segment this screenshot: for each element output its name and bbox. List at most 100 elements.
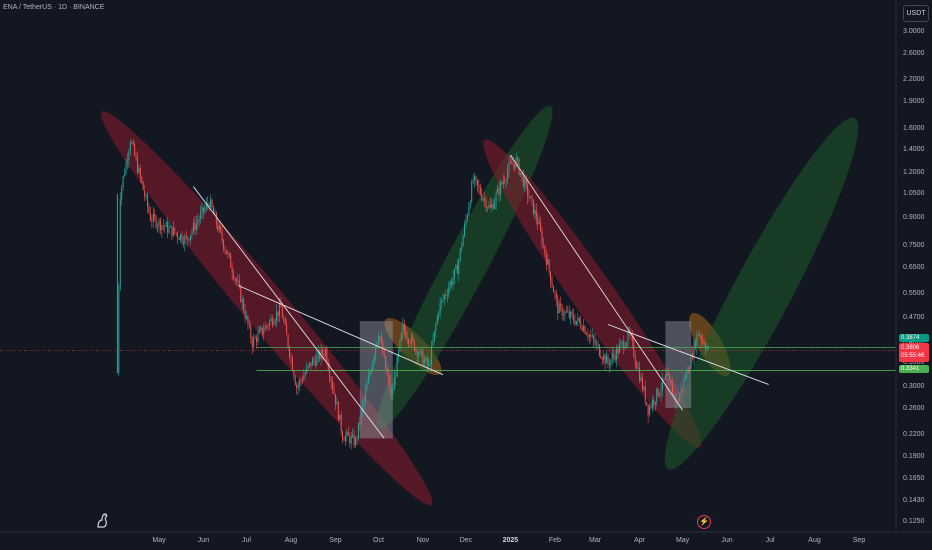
candle-body <box>223 240 225 249</box>
candle-body <box>116 372 118 374</box>
candle-body <box>332 381 334 389</box>
candle-body <box>356 438 358 439</box>
candle-body <box>330 377 332 382</box>
candle-body <box>511 162 513 165</box>
candle-body <box>267 325 269 327</box>
candle-body <box>329 369 331 378</box>
candle-body <box>581 327 583 331</box>
candle-body <box>363 399 365 405</box>
candle-body <box>670 380 672 385</box>
candle-body <box>416 349 418 357</box>
price-tick: 0.1650 <box>903 475 925 483</box>
candle-body <box>684 378 686 380</box>
time-tick: Jul <box>242 537 251 544</box>
candle-body <box>162 225 164 227</box>
candle-body <box>380 338 382 343</box>
candle-body <box>300 380 302 381</box>
candle-body <box>161 225 163 231</box>
candle-body <box>164 226 166 227</box>
candle-body <box>410 336 412 344</box>
candle-body <box>432 340 434 346</box>
candle-body <box>687 369 689 373</box>
candle-body <box>669 375 671 381</box>
candle-body <box>484 198 486 200</box>
candle-body <box>679 394 681 402</box>
candle-body <box>545 253 547 265</box>
candle-body <box>690 353 692 369</box>
candle-body <box>574 320 576 325</box>
candle-body <box>620 342 622 345</box>
current-price-label-bg: 0.3806 05:55:46 <box>899 343 929 362</box>
candle-body <box>649 406 651 415</box>
candle-body <box>395 376 397 378</box>
candle-body <box>522 174 524 187</box>
candle-body <box>201 207 203 213</box>
candle-body <box>584 326 586 334</box>
lightning-icon[interactable]: ⚡ <box>697 515 711 529</box>
candle-body <box>405 330 407 338</box>
candle-body <box>425 358 427 361</box>
tradingview-logo-icon[interactable] <box>95 512 109 528</box>
candle-body <box>228 253 230 256</box>
candle-body <box>145 195 147 197</box>
candle-body <box>570 311 572 318</box>
time-tick: Dec <box>459 537 473 544</box>
candle-body <box>535 209 537 219</box>
candle-body <box>659 393 661 396</box>
candle-body <box>462 235 464 247</box>
candle-body <box>319 351 321 360</box>
candle-body <box>558 303 560 314</box>
candle-body <box>191 230 193 235</box>
candle-body <box>702 339 704 341</box>
candle-body <box>610 359 612 366</box>
time-tick: Sep <box>329 537 342 544</box>
candle-body <box>207 203 209 205</box>
candle-body <box>296 384 298 389</box>
candle-body <box>672 384 674 396</box>
candle-body <box>445 294 447 296</box>
candle-body <box>482 198 484 200</box>
candle-body <box>184 235 186 245</box>
candle-body <box>580 321 582 328</box>
candle-body <box>443 294 445 299</box>
candle-body <box>406 337 408 340</box>
price-tick: 1.6000 <box>903 124 925 132</box>
candle-body <box>281 307 283 318</box>
candle-body <box>220 225 222 231</box>
candle-body <box>550 271 552 283</box>
candle-body <box>468 206 470 216</box>
candle-body <box>472 180 474 183</box>
rectangle-zone <box>665 321 692 408</box>
candle-body <box>187 237 189 240</box>
candle-body <box>501 182 503 184</box>
price-tick: 1.2000 <box>903 169 925 177</box>
candle-body <box>122 176 124 188</box>
candle-body <box>525 179 527 185</box>
candle-body <box>369 372 371 376</box>
candle-body <box>306 366 308 373</box>
rectangle-zone <box>359 321 393 439</box>
candle-body <box>515 157 517 168</box>
candle-body <box>385 355 387 369</box>
candle-body <box>241 299 243 303</box>
candle-body <box>286 324 288 335</box>
candle-body <box>198 219 200 222</box>
price-tick: 3.0000 <box>903 28 925 35</box>
currency-button[interactable]: USDT <box>903 5 929 22</box>
candle-body <box>420 349 423 351</box>
candle-body <box>280 303 282 308</box>
candle-body <box>139 167 141 177</box>
candle-body <box>544 245 546 254</box>
candle-body <box>607 355 609 364</box>
candle-body <box>251 338 253 348</box>
candle-body <box>202 207 204 212</box>
candle-body <box>663 378 665 380</box>
candle-body <box>598 344 600 356</box>
candle-body <box>485 199 487 209</box>
candle-body <box>588 335 590 338</box>
time-tick: Aug <box>808 537 821 544</box>
candle-body <box>418 354 420 357</box>
price-tick: 0.9000 <box>903 213 925 221</box>
candle-body <box>518 159 520 175</box>
